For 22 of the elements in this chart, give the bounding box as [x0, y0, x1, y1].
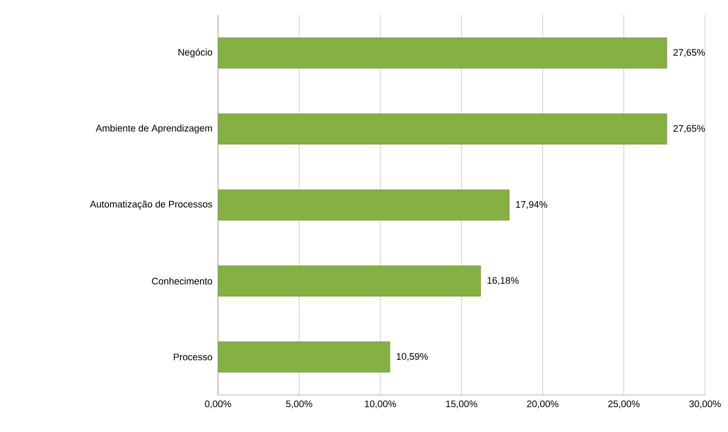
bar — [218, 190, 510, 220]
data-label: 27,65% — [674, 49, 705, 57]
x-tick-label: 10,00% — [365, 400, 396, 408]
x-tick-label: 25,00% — [608, 400, 640, 408]
data-label: 17,94% — [516, 201, 548, 209]
y-tick-label: Conhecimento — [152, 278, 212, 284]
x-tick-label: 15,00% — [446, 400, 478, 408]
data-label: 16,18% — [488, 277, 519, 285]
x-tick-label: 0,00% — [204, 400, 232, 408]
bar — [218, 38, 668, 68]
bar — [218, 342, 390, 372]
x-tick-label: 20,00% — [527, 400, 558, 408]
bar — [218, 114, 668, 144]
data-label: 27,65% — [674, 125, 705, 133]
y-tick-label: Negócio — [178, 48, 212, 58]
bar — [218, 266, 481, 296]
y-tick-label: Automatização de Processos — [90, 200, 212, 210]
x-tick-label: 30,00% — [689, 400, 721, 408]
y-tick-label: Ambiente de Aprendizagem — [96, 124, 212, 134]
data-label: 10,59% — [396, 353, 428, 361]
y-tick-label: Processo — [174, 354, 212, 360]
x-tick-label: 5,00% — [286, 400, 312, 408]
